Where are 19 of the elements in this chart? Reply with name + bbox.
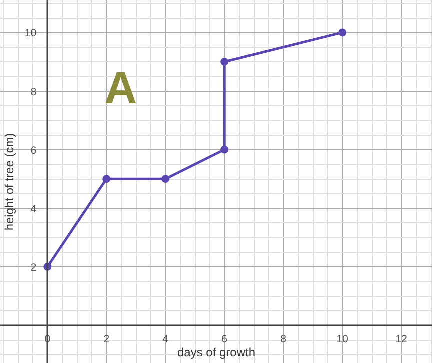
x-tick-label: 2 (104, 333, 110, 346)
point (338, 28, 347, 37)
x-axis-title: days of growth (177, 346, 256, 360)
y-tick-label: 2 (30, 262, 37, 274)
y-axis-title: height of tree (cm) (2, 133, 17, 231)
x-tick-label: 6 (222, 333, 228, 346)
annotation: A (104, 62, 138, 114)
x-tick-label: 12 (396, 333, 408, 346)
y-tick-label: 10 (24, 28, 37, 40)
y-tick-label: 6 (30, 144, 37, 157)
y-tick-label: 8 (30, 86, 37, 98)
point (220, 58, 229, 66)
point (102, 175, 111, 184)
y-tick-label: 4 (30, 203, 37, 216)
x-tick-label: 10 (336, 333, 349, 346)
point (220, 146, 229, 154)
x-tick-label: 4 (162, 333, 169, 346)
x-tick-label: 8 (280, 333, 287, 346)
point (162, 175, 170, 184)
